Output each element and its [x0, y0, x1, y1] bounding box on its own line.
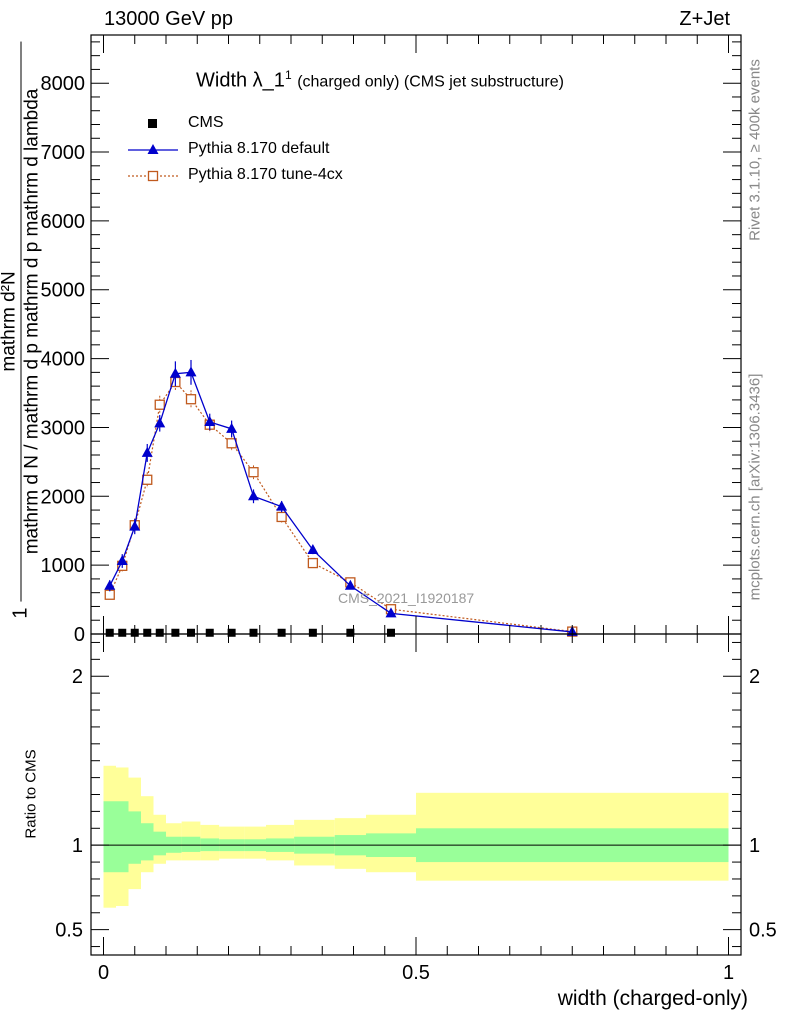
point-pythia-default	[141, 446, 153, 457]
point-cms	[105, 628, 114, 637]
legend-label-pythia-default: Pythia 8.170 default	[188, 140, 330, 157]
y-tick-label: 3000	[41, 417, 86, 439]
ratio-green-band	[181, 836, 201, 852]
header-right: Z+Jet	[679, 8, 730, 30]
axis-tick-labels: 0 1000 2000 3000 4000 5000 6000 7000 8000 0 0.5 1 0.…	[41, 73, 777, 984]
point-tune-4cx	[248, 467, 259, 478]
point-cms	[187, 628, 195, 637]
ratio-bands	[103, 765, 729, 908]
point-cms	[346, 628, 355, 637]
y-tick-label: 4000	[41, 349, 86, 371]
main-series	[104, 359, 578, 637]
y-tick-label: 5000	[41, 280, 86, 302]
ratio-tick-label: 1	[72, 835, 83, 857]
header-left: 13000 GeV pp	[104, 8, 233, 30]
title-main: Width λ_1	[196, 69, 285, 92]
point-tune-4cx	[142, 474, 153, 485]
point-pythia-default	[129, 520, 141, 531]
point-pythia-default	[116, 555, 128, 566]
rivet-label: Rivet 3.1.10, ≥ 400k events	[746, 59, 764, 241]
legend-marker-tune-4cx	[147, 170, 159, 182]
y-tick-label: 2000	[41, 486, 86, 508]
y-tick-label: 0	[74, 624, 85, 646]
x-axis-label: width (charged-only)	[557, 987, 748, 1010]
point-pythia-default	[385, 607, 397, 618]
point-pythia-default	[104, 579, 116, 590]
ratio-green-band	[153, 831, 166, 856]
point-cms	[387, 628, 395, 637]
y-label-one: 1	[9, 607, 32, 619]
legend-label-cms: CMS	[188, 114, 224, 131]
point-pythia-default	[154, 417, 166, 428]
point-pythia-default	[248, 490, 259, 501]
y-label-numerator: mathrm d²N	[0, 271, 20, 372]
point-cms	[205, 628, 214, 637]
point-pythia-default	[226, 422, 238, 433]
ratio-tick-label: 0.5	[55, 920, 83, 942]
point-pythia-default	[185, 366, 197, 377]
point-pythia-default	[344, 579, 356, 590]
y-tick-label: 8000	[41, 73, 86, 95]
title-sub: (charged only) (CMS jet substructure)	[297, 73, 564, 91]
legend-label-pythia-tune-4cx: Pythia 8.170 tune-4cx	[188, 166, 343, 183]
series-line-tune-4cx	[109, 381, 573, 633]
ratio-tick-label-right: 0.5	[749, 920, 777, 942]
analysis-watermark: CMS_2021_I1920187	[338, 590, 475, 606]
point-tune-4cx	[104, 589, 115, 600]
y-axis-label: 1 mathrm d²N mathrm d N / mathrm d p mat…	[0, 41, 44, 619]
point-cms	[155, 628, 164, 637]
x-tick-label: 0.5	[402, 962, 430, 984]
point-pythia-default	[276, 500, 288, 511]
point-cms	[118, 628, 127, 637]
legend-marker-cms	[148, 119, 157, 128]
y-label-denominator: mathrm d N / mathrm d p mathrm d p mathr…	[21, 88, 43, 555]
point-tune-4cx	[154, 399, 165, 410]
title-superscript: 1	[284, 68, 292, 82]
point-tune-4cx	[276, 511, 287, 523]
plot-title: Width λ_11 (charged only) (CMS jet subst…	[196, 68, 564, 93]
point-cms	[143, 628, 152, 637]
y-tick-label: 1000	[41, 555, 86, 577]
ratio-green-band	[141, 823, 154, 861]
ratio-tick-label-right: 2	[749, 666, 760, 688]
y-tick-label: 6000	[41, 211, 86, 233]
point-cms	[171, 628, 180, 637]
x-tick-label: 0	[98, 962, 109, 984]
point-cms	[227, 628, 236, 637]
legend-marker-pythia-default	[147, 144, 159, 154]
x-tick-label: 1	[723, 962, 734, 984]
point-tune-4cx	[185, 394, 197, 405]
point-pythia-default	[307, 544, 319, 555]
point-cms	[277, 628, 286, 637]
legend-markers	[128, 119, 178, 182]
point-tune-4cx	[307, 557, 319, 569]
axis-ticks	[91, 35, 741, 955]
point-pythia-default	[169, 367, 181, 378]
mcplots-label: mcplots.cern.ch [arXiv:1306.3436]	[746, 373, 764, 601]
point-cms	[249, 628, 258, 637]
ratio-tick-label: 2	[72, 666, 83, 688]
ratio-green-band	[128, 811, 141, 864]
point-cms	[308, 628, 317, 637]
y-tick-label: 7000	[41, 142, 86, 164]
ratio-green-band	[116, 801, 129, 873]
ratio-green-band	[103, 801, 116, 873]
point-pythia-default	[204, 415, 216, 426]
ratio-tick-label-right: 1	[749, 835, 760, 857]
ratio-y-axis-label: Ratio to CMS	[22, 749, 40, 839]
